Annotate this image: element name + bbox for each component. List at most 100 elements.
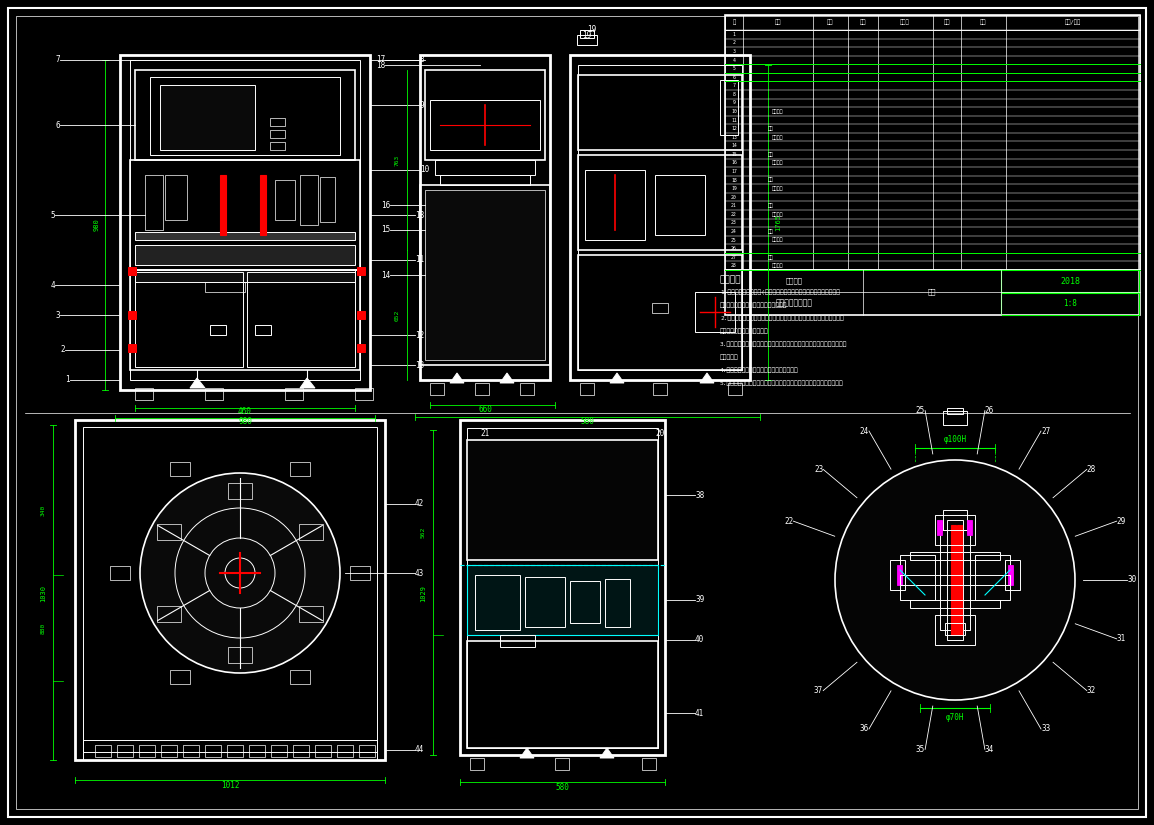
- Text: 33: 33: [1041, 724, 1050, 733]
- Text: 43: 43: [415, 568, 425, 578]
- Text: 1: 1: [66, 375, 70, 384]
- Bar: [430, 383, 444, 395]
- Polygon shape: [610, 373, 624, 383]
- Text: 2: 2: [733, 40, 735, 45]
- Bar: [128, 344, 136, 352]
- Text: 零件: 零件: [769, 255, 774, 260]
- Text: 5: 5: [733, 66, 735, 71]
- Bar: [425, 190, 545, 360]
- Bar: [270, 130, 285, 138]
- Text: 763: 763: [395, 154, 399, 166]
- Text: 6: 6: [733, 74, 735, 80]
- Text: 38: 38: [695, 491, 704, 499]
- Text: 4: 4: [733, 58, 735, 63]
- Text: 25: 25: [916, 406, 926, 415]
- Text: 部件名称: 部件名称: [772, 238, 784, 243]
- Text: 660: 660: [478, 406, 492, 414]
- Bar: [135, 272, 243, 367]
- Text: 19: 19: [583, 31, 592, 40]
- Bar: [162, 745, 177, 757]
- Bar: [967, 520, 972, 535]
- Polygon shape: [300, 378, 315, 388]
- Bar: [315, 745, 331, 757]
- Bar: [170, 670, 190, 684]
- Text: 22: 22: [784, 516, 793, 526]
- Text: 18: 18: [732, 177, 737, 182]
- Bar: [220, 175, 226, 235]
- Bar: [228, 483, 252, 499]
- Bar: [271, 745, 287, 757]
- Bar: [467, 565, 658, 635]
- Bar: [577, 35, 597, 45]
- Bar: [652, 303, 668, 313]
- Text: 部件名称: 部件名称: [772, 160, 784, 165]
- Bar: [890, 560, 905, 590]
- Bar: [135, 388, 153, 400]
- Bar: [642, 758, 655, 770]
- Text: 1:8: 1:8: [1063, 299, 1077, 308]
- Text: 6: 6: [55, 120, 60, 130]
- Bar: [725, 270, 1140, 315]
- Text: 29: 29: [1117, 516, 1126, 526]
- Text: 1.装入安装箱的零部件(电机水泵，外齿条），均必须对其安装面进行: 1.装入安装箱的零部件(电机水泵，外齿条），均必须对其安装面进行: [720, 289, 840, 295]
- Bar: [425, 70, 545, 160]
- Bar: [430, 100, 540, 150]
- Bar: [293, 745, 309, 757]
- Bar: [117, 745, 133, 757]
- Bar: [228, 647, 252, 663]
- Bar: [357, 344, 365, 352]
- Bar: [255, 325, 271, 335]
- Bar: [128, 267, 136, 275]
- Bar: [695, 292, 735, 332]
- Polygon shape: [700, 373, 714, 383]
- Bar: [83, 427, 377, 752]
- Text: 23: 23: [814, 465, 823, 474]
- Text: 调试更换。: 调试更换。: [720, 354, 739, 360]
- Text: 3: 3: [733, 49, 735, 54]
- Circle shape: [835, 460, 1076, 700]
- Bar: [337, 745, 353, 757]
- Bar: [249, 745, 265, 757]
- Bar: [500, 635, 535, 647]
- Text: 20: 20: [655, 428, 665, 437]
- Bar: [150, 77, 340, 155]
- Text: 17: 17: [376, 55, 385, 64]
- Text: 39: 39: [695, 596, 704, 605]
- Text: 25: 25: [732, 238, 737, 243]
- Bar: [260, 175, 267, 235]
- Bar: [520, 383, 534, 395]
- Text: 7: 7: [733, 83, 735, 88]
- Text: 部件名称: 部件名称: [772, 212, 784, 217]
- Bar: [725, 15, 1140, 270]
- Bar: [285, 388, 304, 400]
- Bar: [320, 177, 335, 222]
- Polygon shape: [600, 748, 614, 758]
- Bar: [135, 232, 355, 240]
- Text: 580: 580: [555, 784, 569, 793]
- Bar: [720, 80, 739, 135]
- Text: 27: 27: [1041, 427, 1050, 436]
- Bar: [210, 325, 226, 335]
- Bar: [1007, 565, 1013, 585]
- Bar: [580, 30, 594, 38]
- Bar: [467, 440, 658, 560]
- Bar: [655, 175, 705, 235]
- Bar: [247, 272, 355, 367]
- Bar: [435, 160, 535, 175]
- Text: 562: 562: [420, 527, 426, 538]
- Bar: [578, 155, 742, 250]
- Bar: [951, 525, 956, 635]
- Bar: [290, 670, 310, 684]
- Bar: [975, 555, 1010, 600]
- Text: 5.射时，根据请设备需要时，严格行动调定，宜整后测妨能，维修时做。: 5.射时，根据请设备需要时，严格行动调定，宜整后测妨能，维修时做。: [720, 380, 844, 385]
- Bar: [525, 577, 565, 627]
- Text: 2.零件装置安装前的加工面不平整，不得有毛刺、飞溅、气化皮、锈蚀、: 2.零件装置安装前的加工面不平整，不得有毛刺、飞溅、气化皮、锈蚀、: [720, 315, 844, 321]
- Text: 1765: 1765: [775, 214, 781, 231]
- Bar: [300, 175, 319, 225]
- Text: 零件: 零件: [769, 229, 774, 234]
- Bar: [1001, 293, 1139, 315]
- Text: 35: 35: [916, 745, 926, 754]
- Text: 24: 24: [860, 427, 869, 436]
- Bar: [157, 606, 181, 622]
- Text: 34: 34: [984, 745, 994, 754]
